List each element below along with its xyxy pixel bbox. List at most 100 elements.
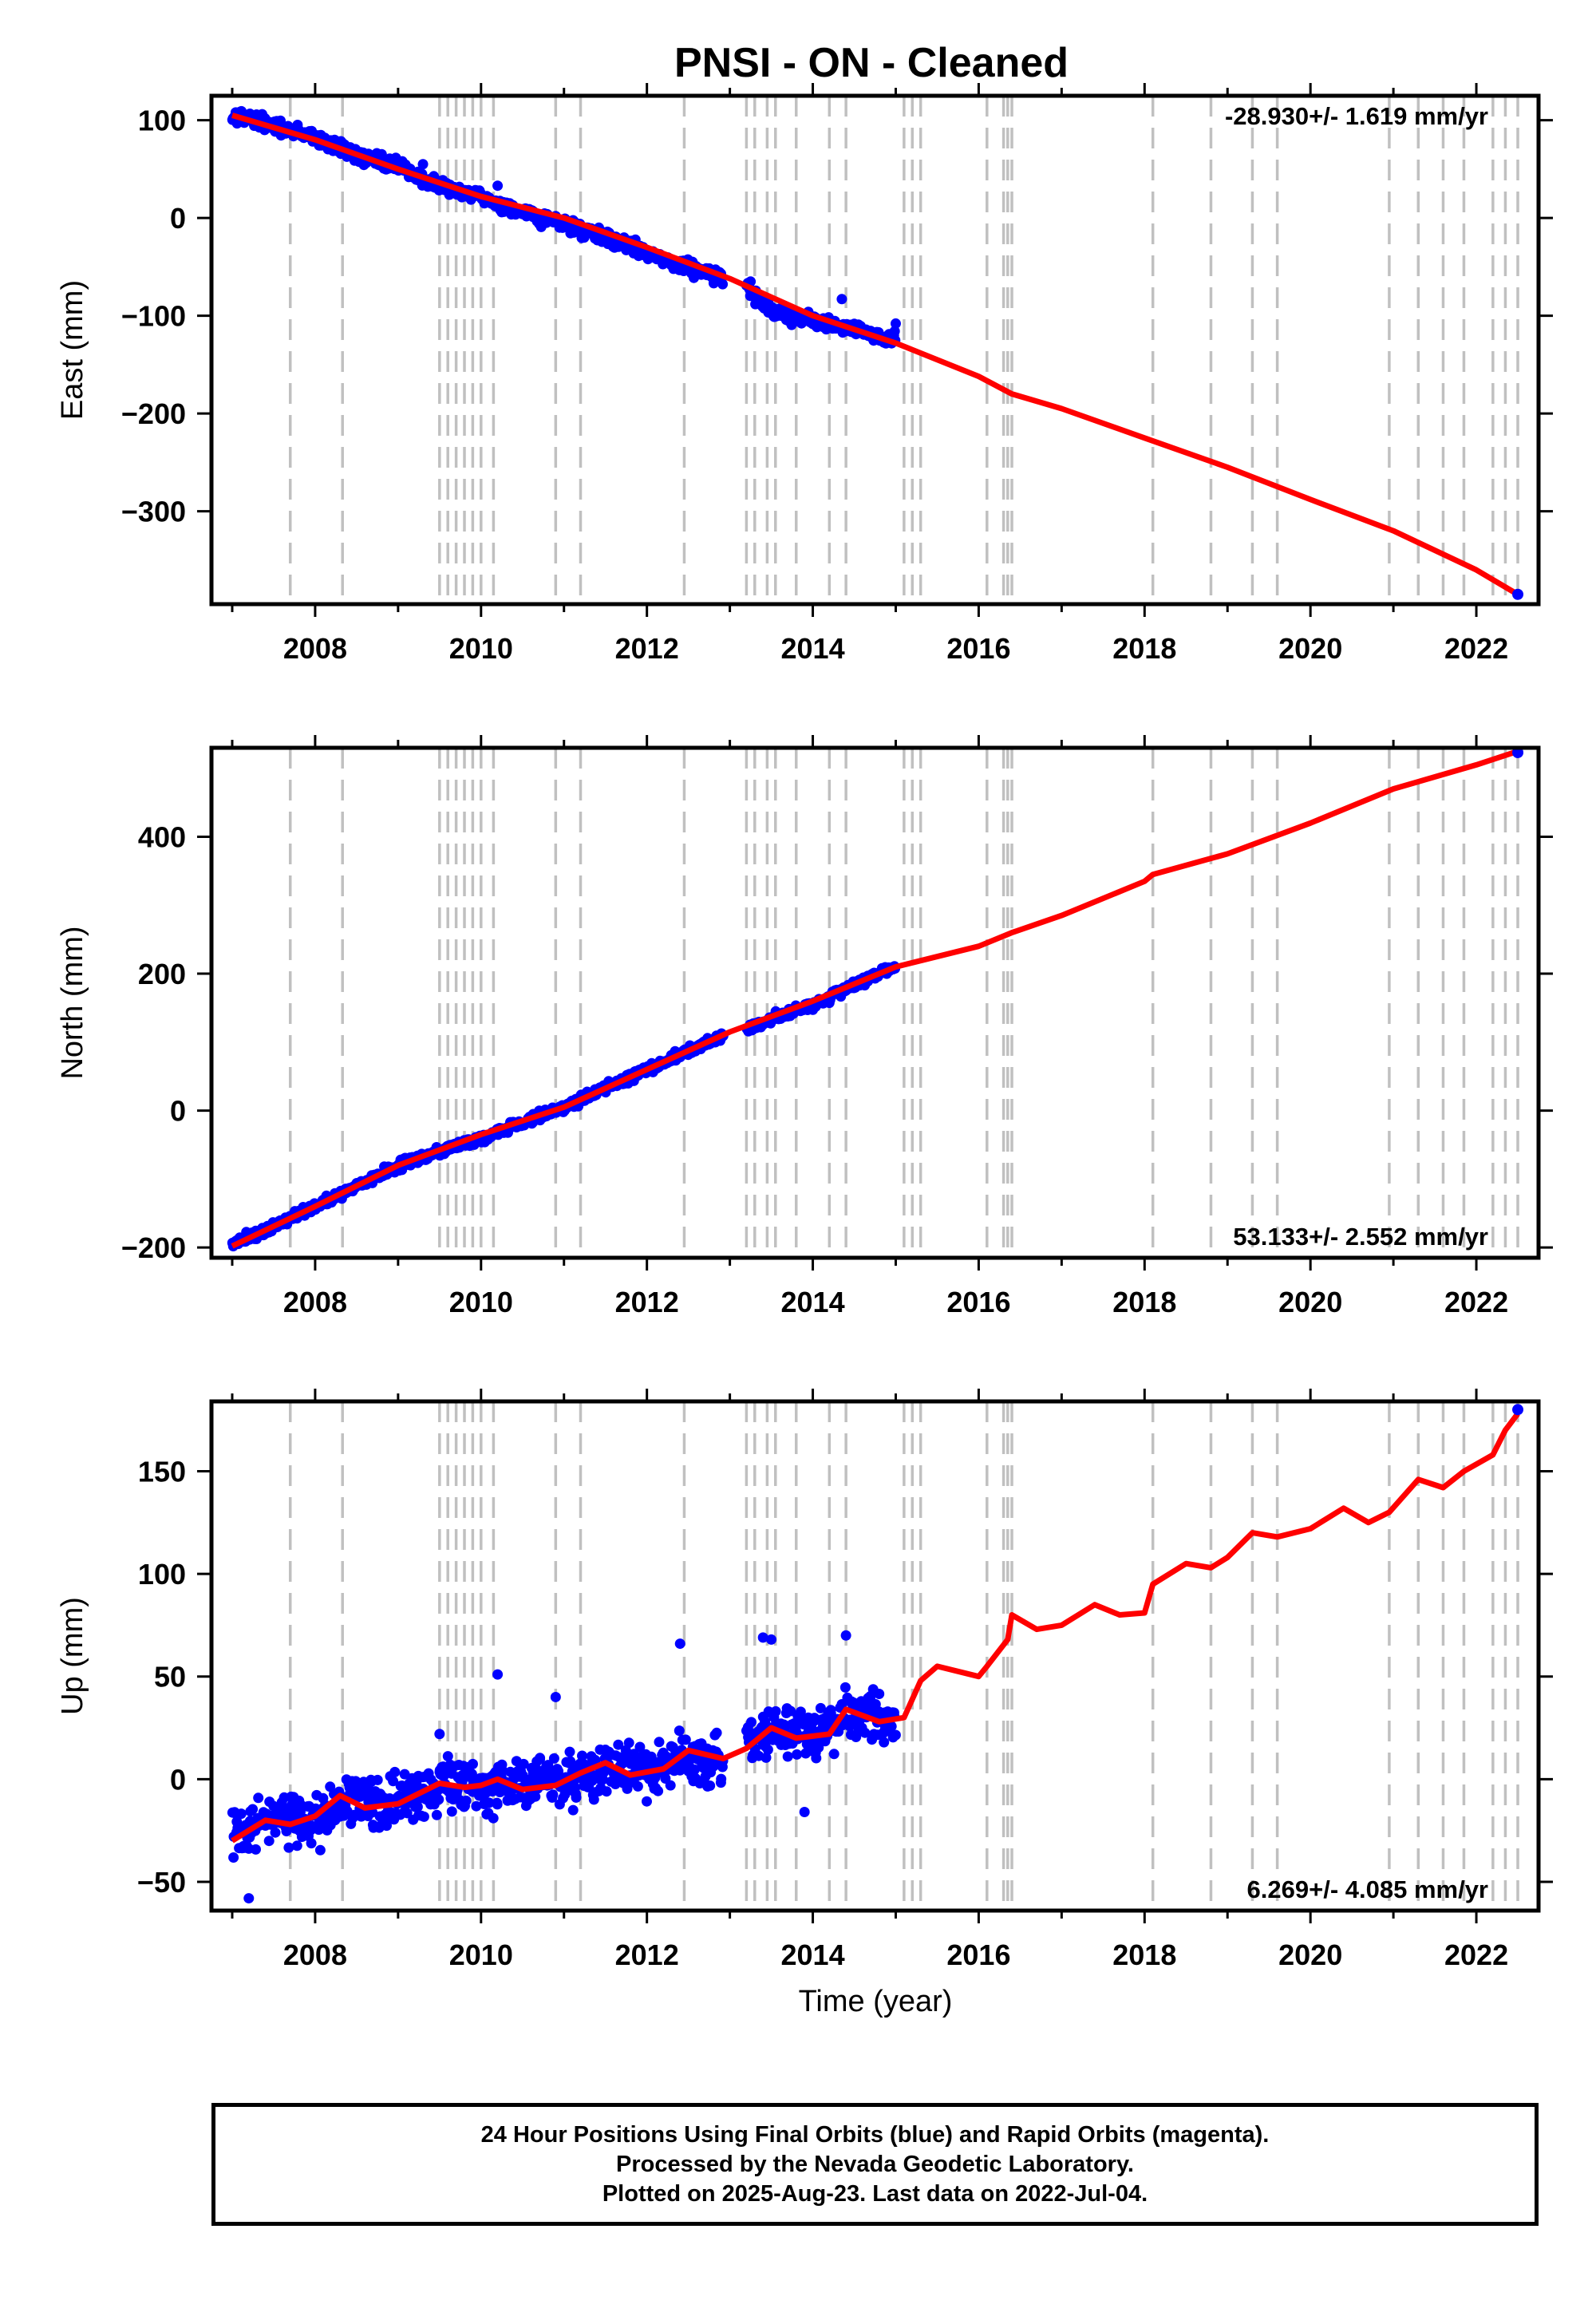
data-point xyxy=(306,1838,317,1849)
data-point xyxy=(565,1756,576,1767)
y-tick-label: −300 xyxy=(121,496,186,528)
outlier-point xyxy=(492,1669,504,1680)
panel-1: 2008 2010 2012 2014 2016 2018 2020 2022 100 0 −100… xyxy=(56,83,1553,665)
data-point xyxy=(283,1842,294,1853)
data-point xyxy=(535,1753,546,1765)
y-axis-label: Up (mm) xyxy=(56,1597,89,1715)
data-point xyxy=(291,1840,302,1852)
data-point xyxy=(530,1791,541,1802)
y-axis: 100 0 −100 −200 −300 xyxy=(121,105,1553,528)
panel-frame xyxy=(209,93,1541,607)
x-tick-label: 2016 xyxy=(946,1286,1010,1318)
y-tick-label: 100 xyxy=(138,105,186,137)
data-point xyxy=(762,1744,773,1755)
data-point xyxy=(547,1789,559,1800)
data-point xyxy=(815,1702,826,1713)
x-tick-label: 2022 xyxy=(1444,1939,1508,1971)
data-point xyxy=(431,1809,442,1820)
y-tick-label: 150 xyxy=(138,1455,186,1488)
data-point xyxy=(553,1765,564,1777)
data-point xyxy=(654,1737,665,1748)
data-point xyxy=(851,1732,862,1742)
data-point xyxy=(235,1808,247,1820)
event-lines xyxy=(288,748,1519,1258)
data-point xyxy=(717,279,729,290)
data-point xyxy=(468,1758,478,1769)
x-tick-label: 2022 xyxy=(1444,632,1508,665)
y-axis-label: North (mm) xyxy=(56,926,89,1079)
data-point xyxy=(412,1801,423,1812)
model-fit-line xyxy=(231,113,1519,597)
y-tick-label: −100 xyxy=(121,300,186,333)
footer-line-processed: Processed by the Nevada Geodetic Laborat… xyxy=(616,2151,1134,2177)
panel-3: 2008 2010 2012 2014 2016 2018 2020 2022 150 100 50… xyxy=(56,1389,1553,1971)
event-lines xyxy=(288,1401,1519,1911)
outlier-point xyxy=(840,1630,851,1641)
data-point xyxy=(746,1717,757,1728)
last-data-point xyxy=(1512,1404,1524,1416)
x-tick-label: 2018 xyxy=(1112,1939,1176,1971)
x-tick-label: 2014 xyxy=(781,632,845,665)
footer-line-orbits: 24 Hour Positions Using Final Orbits (bl… xyxy=(480,2121,1270,2148)
outlier-point xyxy=(674,1638,685,1650)
data-point xyxy=(418,1811,429,1822)
outlier-point xyxy=(766,1634,777,1645)
data-point xyxy=(571,1792,582,1803)
data-point xyxy=(263,1836,275,1847)
chart-title: PNSI - ON - Cleaned xyxy=(674,40,1069,86)
x-tick-label: 2014 xyxy=(781,1286,845,1318)
outlier-point xyxy=(417,159,429,170)
data-point xyxy=(782,1751,793,1762)
x-tick-label: 2012 xyxy=(615,1939,679,1971)
footer-line-plotted: Plotted on 2025-Aug-23. Last data on 202… xyxy=(602,2180,1148,2207)
x-tick-label: 2008 xyxy=(283,1939,347,1971)
y-tick-label: 400 xyxy=(138,821,186,854)
data-point xyxy=(711,1727,722,1738)
data-point xyxy=(270,1827,281,1838)
data-point xyxy=(376,148,387,160)
x-tick-label: 2010 xyxy=(449,1286,513,1318)
outlier-point xyxy=(550,1691,561,1702)
data-point xyxy=(634,1741,646,1753)
data-point xyxy=(577,1750,587,1761)
data-point xyxy=(874,1689,885,1699)
x-tick-label: 2018 xyxy=(1112,632,1176,665)
x-tick-label: 2020 xyxy=(1278,1939,1342,1971)
x-tick-label: 2008 xyxy=(283,1286,347,1318)
x-tick-label: 2016 xyxy=(946,1939,1010,1971)
data-point xyxy=(680,1734,691,1745)
x-tick-label: 2020 xyxy=(1278,632,1342,665)
last-data-point xyxy=(1512,747,1524,759)
x-axis: 2008 2010 2012 2014 2016 2018 2020 2022 xyxy=(231,735,1508,1318)
panel-2: 2008 2010 2012 2014 2016 2018 2020 2022 400 200 0 −… xyxy=(56,735,1553,1318)
data-point xyxy=(839,1682,851,1693)
y-axis: 400 200 0 −200 xyxy=(121,821,1553,1264)
x-tick-label: 2008 xyxy=(283,632,347,665)
y-tick-label: 100 xyxy=(138,1558,186,1591)
data-point xyxy=(488,1812,499,1824)
data-point xyxy=(674,1725,685,1737)
panel-frame xyxy=(209,745,1541,1260)
x-tick-label: 2010 xyxy=(449,1939,513,1971)
y-axis-label: East (mm) xyxy=(56,280,89,420)
data-point xyxy=(665,1780,676,1791)
x-tick-label: 2012 xyxy=(615,632,679,665)
data-point xyxy=(442,1751,453,1762)
data-point xyxy=(388,1776,399,1787)
x-tick-label: 2012 xyxy=(615,1286,679,1318)
final-orbit-points xyxy=(227,1630,901,1904)
data-point xyxy=(401,1808,413,1819)
x-tick-label: 2020 xyxy=(1278,1286,1342,1318)
event-lines xyxy=(288,96,1519,604)
outlier-point xyxy=(799,1807,810,1818)
data-point xyxy=(886,1721,897,1732)
data-point xyxy=(228,1852,239,1863)
data-point xyxy=(460,1795,472,1806)
x-tick-label: 2016 xyxy=(946,632,1010,665)
data-point xyxy=(716,1773,727,1784)
data-point xyxy=(372,1774,383,1785)
data-point xyxy=(792,1749,803,1760)
data-point xyxy=(381,1820,392,1832)
data-point xyxy=(484,1797,495,1808)
